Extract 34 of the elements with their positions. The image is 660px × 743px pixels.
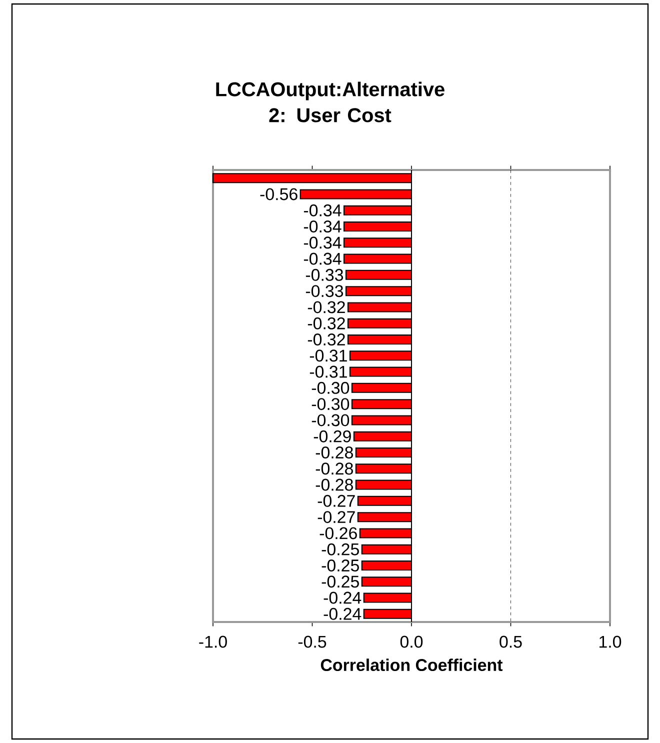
data-label: -0.27 [318,494,355,507]
data-label: -0.26 [320,527,357,540]
data-label: -0.32 [308,317,345,330]
data-label: -0.34 [304,236,342,249]
data-label: -0.28 [316,446,353,458]
x-tick-label: 1.0 [600,636,622,648]
data-label: -0.25 [322,560,359,572]
data-label: -0.30 [312,398,350,410]
data-label: -0.24 [324,608,362,620]
data-label: -0.32 [308,334,345,346]
x-axis-title: Correlation Coefficient [320,658,503,672]
data-label: -0.28 [316,478,353,491]
data-label: -0.33 [306,285,344,298]
x-tick-label: -1.0 [199,636,227,648]
data-label: -0.30 [312,414,350,426]
data-label: -0.24 [324,592,362,604]
data-label: -0.25 [322,576,359,588]
data-label: -0.34 [304,204,342,216]
chart-title: LCCAOutput:Alternative 2: User Cost [216,82,444,122]
data-label: -0.34 [304,252,342,265]
data-label: -0.33 [306,268,344,281]
data-label: -0.31 [310,350,347,362]
data-label: -0.30 [312,382,350,394]
x-tick-label: -0.5 [298,636,326,648]
data-label: -0.32 [308,301,345,314]
x-tick-label: 0.0 [400,636,423,648]
data-label: -0.34 [304,220,342,233]
data-label: -0.28 [316,462,353,475]
data-label: -0.29 [314,430,351,442]
data-label: -0.31 [310,366,347,378]
data-label: -0.25 [322,543,359,556]
data-label: -0.56 [260,188,298,200]
x-tick-label: 0.5 [500,636,522,648]
data-label: -0.27 [318,511,355,524]
